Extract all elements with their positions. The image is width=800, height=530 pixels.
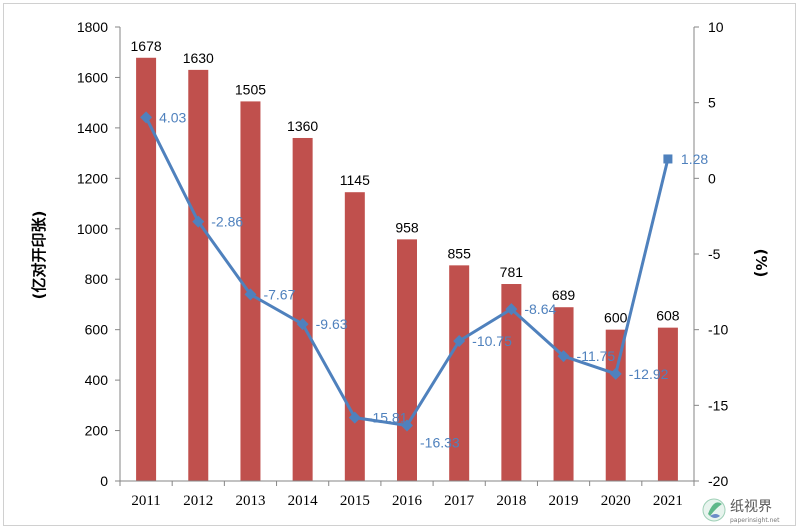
y2-axis-label: (%) [752,249,770,278]
x-tick-label-2016: 2016 [392,493,423,509]
y-tick-label: 800 [85,271,109,287]
line-value-label-2015: -15.81 [368,410,408,426]
bar-series [136,57,678,482]
x-tick-label-2014: 2014 [288,493,319,509]
y-tick-label: 200 [85,423,109,439]
line-value-label-2017: -10.75 [472,333,512,349]
y-tick-label: 1600 [77,69,108,85]
bar-value-label-2013: 1505 [235,81,266,97]
y2-tick-label: 10 [708,19,724,35]
y-tick-label: 1800 [77,19,108,35]
bar-value-label-2016: 958 [395,219,419,235]
y2-tick-label: -15 [708,397,728,413]
line-marker-2014 [296,318,309,331]
y-tick-label: 1200 [77,170,108,186]
bar-2019 [553,307,574,481]
line-value-label-2021: 1.28 [681,151,708,167]
x-tick-label-2020: 2020 [601,493,631,509]
x-tick-label-2017: 2017 [444,493,475,509]
bar-value-label-2021: 608 [656,308,680,324]
x-tick-label-2015: 2015 [340,493,370,509]
line-marker-2019 [557,350,570,363]
line-marker-2021 [663,154,673,164]
line-marker-2020 [609,367,622,380]
y-tick-label: 1000 [77,221,108,237]
bar-value-label-2017: 855 [448,245,472,261]
bar-value-label-2012: 1630 [183,50,214,66]
y-tick-label: 400 [85,372,109,388]
bar-value-label-2011: 1678 [131,38,162,54]
line-value-label-2014: -9.63 [316,316,348,332]
line-marker-2016 [401,419,413,432]
y-axis-label: (亿对开印张) [30,211,48,300]
line-value-label-2011: 4.03 [159,109,186,125]
bar-value-label-2015: 1145 [340,172,370,188]
line-value-label-2012: -2.86 [211,214,243,230]
watermark-subtext: paperinsight.net [730,517,780,524]
line-marker-2013 [244,288,257,301]
line-value-label-2019: -11.75 [577,348,616,364]
bar-2020 [605,329,626,481]
bar-2015 [344,192,365,481]
tick-labels: 0 200 400 600 800 1000 1200 1400 1600 1800 -20 -15 -… [77,19,729,509]
bar-value-label-2014: 1360 [287,118,318,134]
bar-2021 [657,327,678,481]
line-marker-2018 [505,303,518,316]
line-value-label-2020: -12.92 [629,366,669,382]
bar-2014 [292,137,313,481]
y2-tick-label: 5 [708,95,716,111]
line-marker-2011 [140,111,153,124]
x-tick-label-2018: 2018 [496,493,526,509]
bar-2018 [501,284,522,481]
line-marker-2017 [453,335,466,348]
y2-tick-label: -20 [708,473,728,489]
bar-2011 [136,57,157,481]
bar-2012 [188,69,209,481]
y2-tick-label: -5 [708,246,721,262]
y2-tick-label: -10 [708,322,728,338]
watermark-logo: 纸视界 paperinsight.net [700,494,796,526]
chart-frame [3,3,796,526]
line-value-label-2016: -16.33 [420,434,460,450]
line-value-label-2018: -8.64 [524,301,556,317]
x-tick-label-2011: 2011 [131,493,160,509]
bar-value-label-2018: 781 [500,264,524,280]
watermark-text: 纸视界 [730,499,772,515]
bar-2017 [449,265,470,481]
y-tick-label: 1400 [77,120,108,136]
y-tick-label: 600 [85,322,109,338]
axes [115,26,699,486]
bar-value-label-2019: 689 [552,287,576,303]
x-tick-label-2021: 2021 [653,493,683,509]
line-series [140,111,673,432]
line-data-labels: 4.03 -2.86 -7.67 -9.63 -15.81 -16.33 -10.75 -8.… [159,109,708,450]
bar-value-label-2020: 600 [604,310,628,326]
line-value-label-2013: -7.67 [263,286,295,302]
line-marker-2012 [192,215,205,228]
y-tick-label: 0 [100,473,108,489]
x-tick-label-2013: 2013 [235,493,265,509]
x-tick-label-2019: 2019 [549,493,579,509]
bar-2016 [397,239,417,481]
line-marker-2015 [348,411,361,424]
y2-tick-label: 0 [708,170,716,186]
x-tick-label-2012: 2012 [183,493,213,509]
bar-data-labels: 1678 1630 1505 1360 1145 958 855 781 689 600 608 [131,38,680,326]
